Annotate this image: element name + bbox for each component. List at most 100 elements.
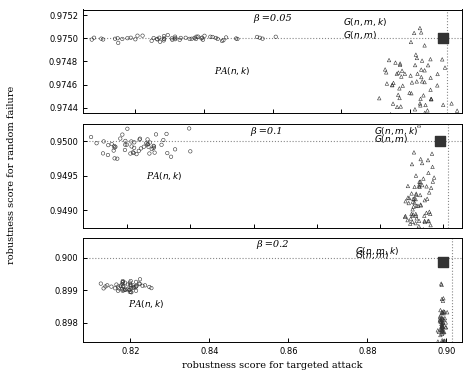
Point	[419, 78, 426, 84]
Point	[393, 71, 401, 77]
Point	[438, 320, 446, 326]
Point	[139, 33, 146, 39]
Point	[404, 195, 412, 201]
Point	[439, 298, 447, 304]
Point	[412, 52, 419, 58]
Point	[439, 328, 447, 334]
Point	[443, 309, 451, 315]
Point	[439, 321, 447, 328]
Point	[408, 161, 416, 167]
Point	[440, 339, 447, 345]
Point	[192, 36, 200, 42]
Point	[419, 92, 427, 98]
Point	[440, 340, 447, 346]
Point	[129, 282, 137, 288]
Point	[421, 79, 428, 85]
Point	[171, 34, 179, 40]
Point	[427, 56, 434, 62]
Point	[436, 314, 444, 320]
Point	[201, 33, 208, 39]
Point	[110, 147, 118, 154]
Point	[396, 62, 404, 68]
Point	[438, 327, 446, 333]
Point	[144, 142, 151, 148]
Point	[438, 317, 446, 323]
Point	[434, 327, 442, 333]
Point	[416, 25, 424, 31]
Point	[425, 218, 432, 224]
Point	[419, 253, 427, 259]
Point	[417, 122, 425, 128]
Point	[441, 352, 448, 358]
Point	[425, 170, 432, 176]
Point	[440, 343, 448, 349]
Point	[439, 310, 447, 316]
Point	[408, 211, 415, 217]
Point	[87, 134, 95, 140]
Point	[145, 144, 152, 150]
Point	[417, 179, 424, 185]
Point	[412, 220, 419, 226]
Point	[415, 223, 423, 229]
Point	[100, 138, 108, 144]
Point	[414, 203, 422, 209]
Point	[218, 38, 226, 44]
Point	[127, 35, 135, 41]
Point	[426, 113, 434, 119]
Point	[417, 201, 424, 207]
Point	[188, 36, 195, 42]
Point	[398, 73, 405, 79]
Point	[440, 338, 447, 344]
Point	[418, 58, 426, 64]
Point	[439, 323, 447, 329]
Point	[439, 340, 447, 347]
Point	[382, 66, 389, 73]
Point	[441, 65, 449, 71]
Point	[440, 329, 448, 335]
Point	[423, 119, 430, 125]
Point	[405, 195, 413, 201]
Point	[119, 283, 127, 289]
Point	[437, 316, 445, 322]
Point	[119, 278, 127, 284]
Point	[417, 156, 424, 162]
Point	[458, 116, 466, 122]
Point	[438, 309, 446, 315]
Point	[409, 219, 416, 225]
Point	[428, 96, 435, 102]
Point	[423, 183, 430, 189]
Point	[104, 152, 112, 158]
Point	[437, 307, 444, 313]
Point	[100, 285, 108, 291]
Point	[388, 82, 396, 88]
Point	[438, 280, 445, 287]
Point	[436, 318, 444, 324]
Point	[114, 283, 122, 290]
Point	[418, 74, 425, 80]
Point	[137, 146, 145, 152]
Point	[90, 35, 98, 41]
Point	[406, 90, 413, 96]
Point	[421, 67, 428, 73]
Point	[253, 34, 261, 40]
Point	[100, 36, 107, 43]
Point	[409, 199, 417, 205]
Point	[150, 143, 157, 149]
Point	[413, 55, 421, 61]
Point	[130, 145, 138, 151]
Point	[385, 57, 393, 63]
Point	[434, 339, 442, 345]
Point	[199, 37, 207, 43]
Point	[113, 156, 121, 162]
Point	[439, 327, 447, 333]
Point	[146, 139, 154, 146]
Point	[129, 285, 137, 291]
Point	[421, 218, 428, 224]
Point	[418, 29, 425, 35]
Point	[438, 325, 446, 331]
Point	[439, 35, 447, 41]
Point	[136, 276, 144, 282]
Point	[111, 155, 118, 162]
Point	[136, 136, 144, 142]
Point	[439, 320, 447, 326]
